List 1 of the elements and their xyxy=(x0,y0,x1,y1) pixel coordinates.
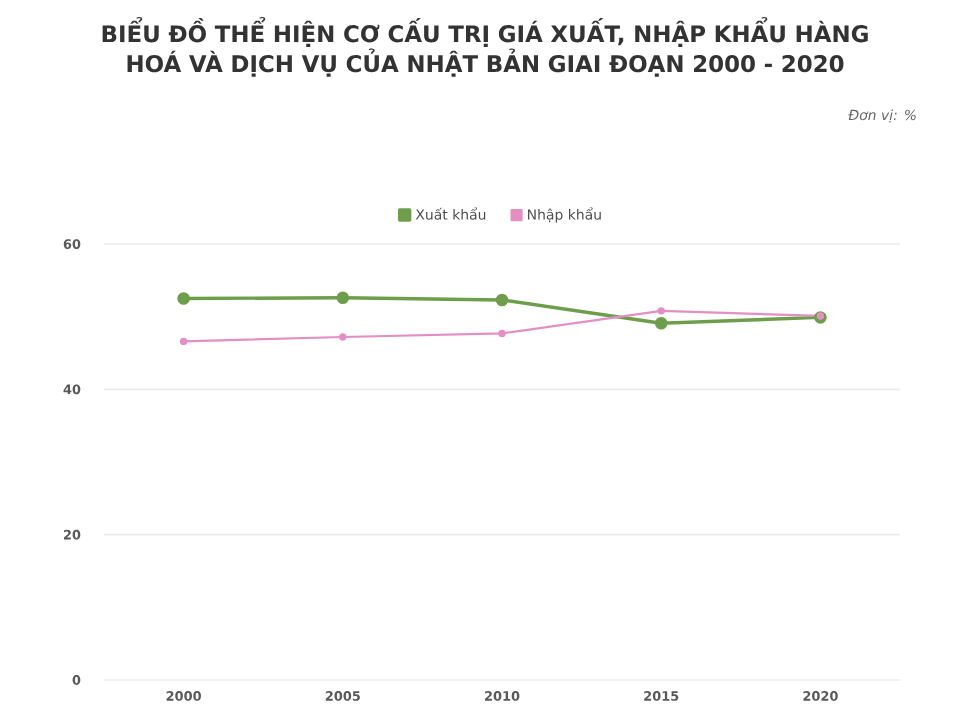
chart-title: BIỂU ĐỒ THỂ HIỆN CƠ CẤU TRỊ GIÁ XUẤT, NHẬP KHẨU HÀNG HOÁ VÀ DỊCH VỤ CỦA NHẬT BẢN GIAI ĐOẠN 2000 - 2020 xyxy=(102,17,868,77)
